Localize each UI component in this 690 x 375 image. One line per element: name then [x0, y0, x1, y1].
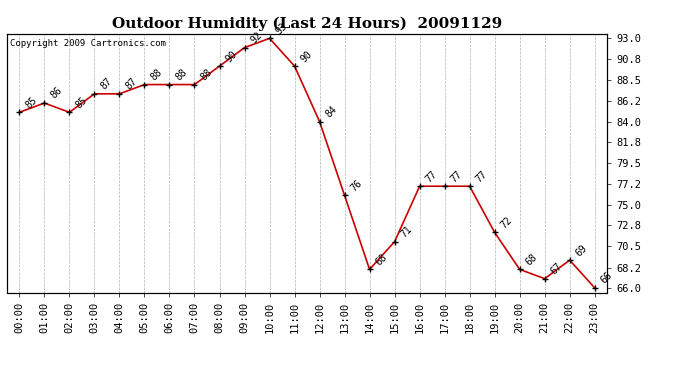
Text: 90: 90	[224, 48, 239, 64]
Text: 77: 77	[448, 169, 464, 184]
Text: 87: 87	[124, 76, 139, 92]
Text: 92: 92	[248, 30, 264, 45]
Text: 76: 76	[348, 178, 364, 193]
Text: 93: 93	[274, 21, 289, 36]
Text: 66: 66	[599, 270, 614, 286]
Title: Outdoor Humidity (Last 24 Hours)  20091129: Outdoor Humidity (Last 24 Hours) 2009112…	[112, 17, 502, 31]
Text: 68: 68	[374, 252, 389, 267]
Text: 86: 86	[48, 86, 64, 101]
Text: 72: 72	[499, 215, 514, 230]
Text: 88: 88	[148, 67, 164, 82]
Text: 67: 67	[549, 261, 564, 276]
Text: 85: 85	[74, 95, 89, 110]
Text: 77: 77	[424, 169, 439, 184]
Text: Copyright 2009 Cartronics.com: Copyright 2009 Cartronics.com	[10, 39, 166, 48]
Text: 69: 69	[574, 243, 589, 258]
Text: 84: 84	[324, 104, 339, 119]
Text: 85: 85	[23, 95, 39, 110]
Text: 87: 87	[99, 76, 114, 92]
Text: 88: 88	[174, 67, 189, 82]
Text: 77: 77	[474, 169, 489, 184]
Text: 88: 88	[199, 67, 214, 82]
Text: 68: 68	[524, 252, 539, 267]
Text: 71: 71	[399, 224, 414, 240]
Text: 90: 90	[299, 48, 314, 64]
